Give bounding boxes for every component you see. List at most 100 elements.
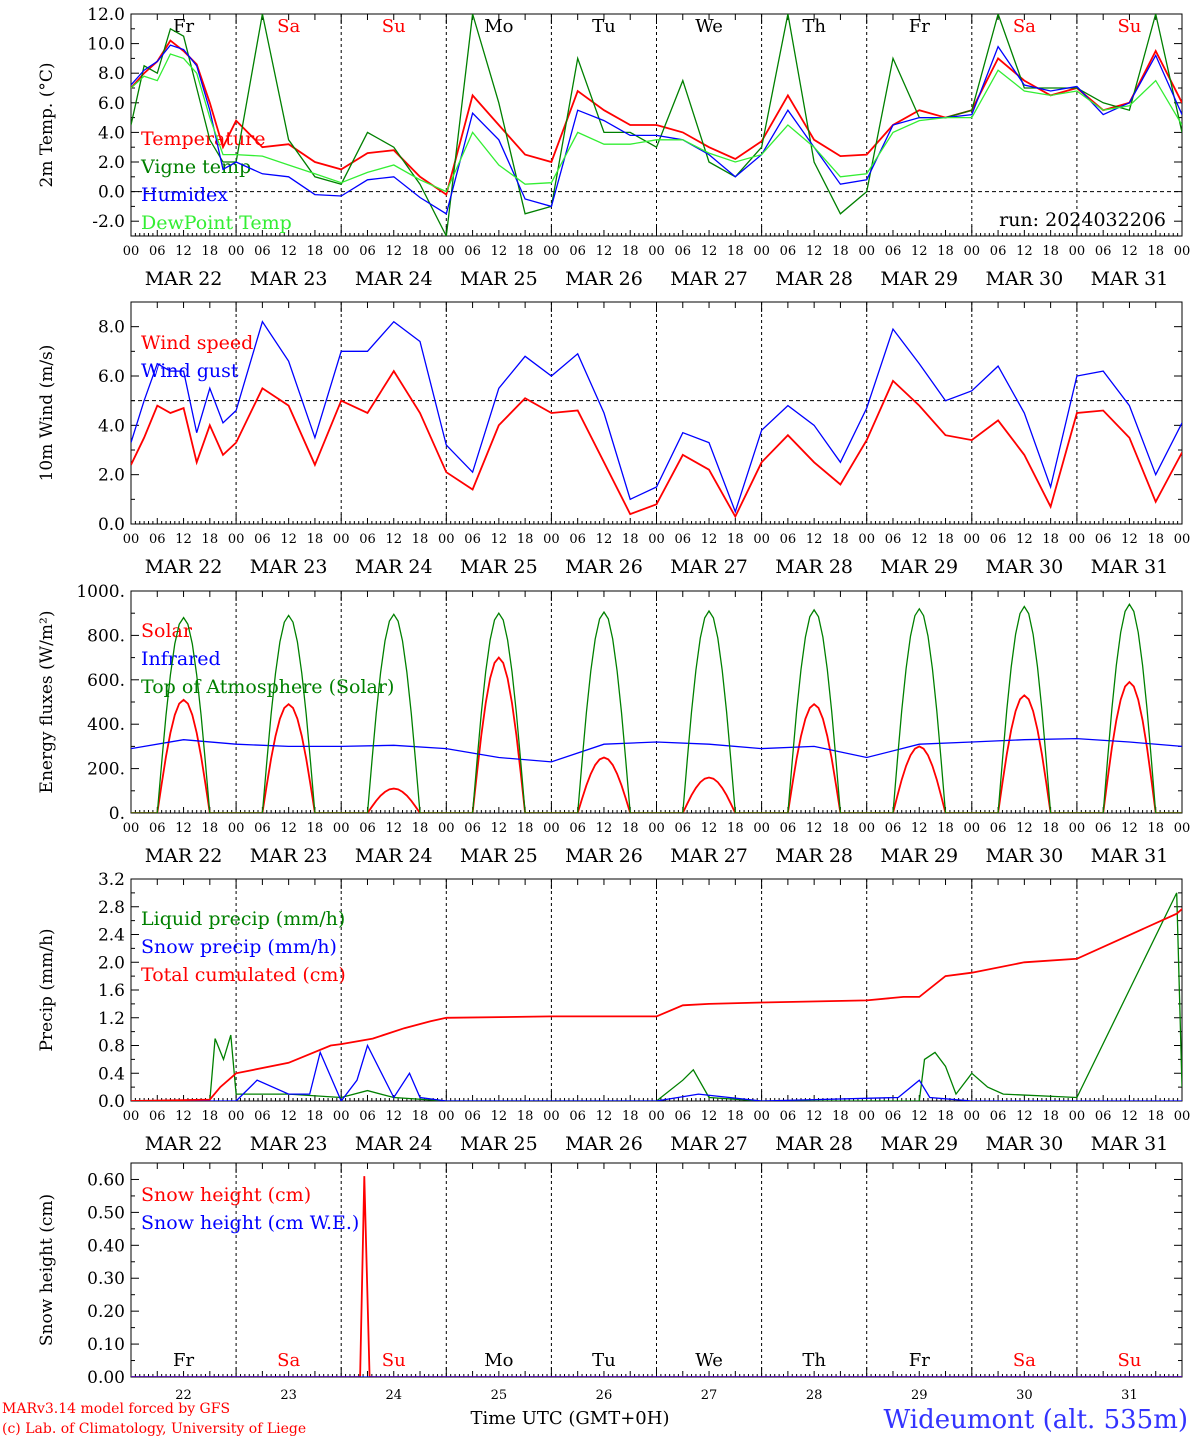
hour-tick-label: 06	[149, 244, 166, 259]
y-tick-label: 6.0	[98, 94, 125, 114]
day-number-label: 28	[806, 1388, 823, 1403]
hour-tick-label: 00	[1069, 244, 1086, 259]
date-label: MAR 28	[775, 556, 853, 578]
y-tick-label: 0.0	[98, 1092, 125, 1112]
date-label: MAR 26	[565, 556, 643, 578]
legend-entry: Temperature	[141, 128, 265, 150]
hour-tick-label: 06	[780, 821, 797, 836]
y-tick-label: 0.60	[87, 1170, 125, 1190]
hour-tick-label: 00	[333, 1109, 350, 1124]
hour-tick-label: 06	[885, 532, 902, 547]
series-line-temperature	[131, 39, 1182, 197]
hour-tick-label: 12	[175, 821, 192, 836]
date-label: MAR 29	[880, 1133, 958, 1155]
hour-tick-label: 00	[1069, 532, 1086, 547]
hour-tick-label: 12	[1121, 821, 1138, 836]
hour-tick-label: 06	[569, 1109, 586, 1124]
y-tick-label: 200.	[87, 760, 125, 780]
hour-tick-label: 06	[359, 244, 376, 259]
hour-tick-label: 00	[1174, 532, 1191, 547]
hour-tick-label: 18	[412, 532, 429, 547]
y-tick-label: 0.40	[87, 1236, 125, 1256]
weekday-label: Th	[802, 1350, 826, 1371]
hour-tick-label: 00	[1069, 1109, 1086, 1124]
hour-tick-label: 06	[885, 821, 902, 836]
y-tick-label: 2.4	[98, 926, 125, 946]
panels-layer: -2.0 0.0 2.0 4.0 6.0 8.0 10.0 12.0 2m Temp. (°C)…	[37, 5, 1191, 1403]
hour-tick-label: 18	[202, 244, 219, 259]
hour-tick-label: 18	[517, 1109, 534, 1124]
date-label: MAR 22	[145, 845, 223, 867]
day-number-label: 31	[1121, 1388, 1138, 1403]
series-line-wind-gust	[131, 320, 1182, 514]
hour-tick-label: 06	[464, 532, 481, 547]
y-axis-title: Precip (mm/h)	[37, 928, 57, 1051]
hour-tick-label: 06	[569, 244, 586, 259]
y-tick-label: 2.0	[98, 153, 125, 173]
date-label: MAR 22	[145, 268, 223, 290]
hour-tick-label: 00	[228, 532, 245, 547]
hour-tick-label: 00	[543, 1109, 560, 1124]
legend-entry: Snow precip (mm/h)	[141, 936, 337, 958]
hour-tick-label: 00	[333, 532, 350, 547]
weekday-label: Fr	[173, 16, 194, 37]
date-label: MAR 27	[670, 556, 748, 578]
date-label: MAR 24	[355, 1133, 433, 1155]
hour-tick-label: 12	[385, 1109, 402, 1124]
day-number-label: 27	[701, 1388, 718, 1403]
hour-tick-label: 00	[648, 821, 665, 836]
hour-tick-label: 18	[202, 821, 219, 836]
hour-tick-label: 12	[1121, 244, 1138, 259]
series-line-snow-precip-mm-h-	[131, 1043, 1182, 1101]
day-number-label: 29	[911, 1388, 928, 1403]
series-line-liquid-precip-mm-h-	[131, 892, 1182, 1101]
footer-credit-line: (c) Lab. of Climatology, University of L…	[2, 1421, 306, 1437]
hour-tick-label: 12	[1016, 1109, 1033, 1124]
hour-tick-label: 12	[280, 1109, 297, 1124]
date-label: MAR 31	[1091, 1133, 1169, 1155]
date-label: MAR 26	[565, 845, 643, 867]
hour-tick-label: 18	[727, 1109, 744, 1124]
hour-tick-label: 12	[701, 1109, 718, 1124]
date-label: MAR 30	[985, 268, 1063, 290]
hour-tick-label: 00	[543, 244, 560, 259]
hour-tick-label: 18	[727, 821, 744, 836]
date-label: MAR 29	[880, 268, 958, 290]
date-label: MAR 26	[565, 1133, 643, 1155]
hour-tick-label: 00	[438, 821, 455, 836]
y-axis-title: 2m Temp. (°C)	[37, 62, 57, 187]
hour-tick-label: 18	[412, 821, 429, 836]
hour-tick-label: 18	[517, 244, 534, 259]
weekday-label: Tu	[592, 16, 616, 37]
hour-tick-label: 00	[964, 1109, 981, 1124]
hour-tick-label: 06	[885, 1109, 902, 1124]
hour-tick-label: 18	[1147, 1109, 1164, 1124]
hour-tick-label: 18	[727, 244, 744, 259]
date-label: MAR 23	[250, 845, 328, 867]
hour-tick-label: 18	[202, 532, 219, 547]
hour-tick-label: 06	[359, 532, 376, 547]
hour-tick-label: 06	[254, 821, 271, 836]
hour-tick-label: 18	[937, 244, 954, 259]
hour-tick-label: 06	[254, 244, 271, 259]
date-label: MAR 25	[460, 845, 538, 867]
legend-entry: Top of Atmosphere (Solar)	[141, 676, 394, 698]
hour-tick-label: 06	[990, 821, 1007, 836]
day-number-label: 30	[1016, 1388, 1033, 1403]
hour-tick-label: 12	[701, 532, 718, 547]
hour-tick-label: 00	[648, 1109, 665, 1124]
hour-tick-label: 18	[412, 1109, 429, 1124]
y-tick-label: 400.	[87, 715, 125, 735]
weekday-label: Mo	[484, 16, 513, 37]
day-number-label: 24	[385, 1388, 402, 1403]
date-label: MAR 24	[355, 845, 433, 867]
hour-tick-label: 06	[780, 1109, 797, 1124]
hour-tick-label: 12	[701, 821, 718, 836]
y-axis-title: 10m Wind (m/s)	[37, 345, 57, 482]
weekday-label: Sa	[277, 16, 300, 37]
weekday-label: Su	[1117, 16, 1141, 37]
hour-tick-label: 18	[307, 244, 324, 259]
y-tick-label: 0.0	[98, 183, 125, 203]
y-tick-label: -2.0	[92, 212, 125, 232]
hour-tick-label: 12	[1121, 532, 1138, 547]
